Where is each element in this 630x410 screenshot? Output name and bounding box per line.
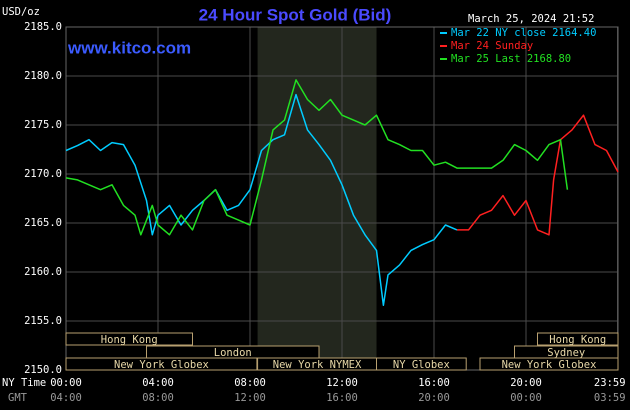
session-label: London xyxy=(214,347,252,359)
x-axis-label: NY Time xyxy=(2,377,46,389)
y-tick-label: 2170.0 xyxy=(24,168,62,180)
x2-tick-label: 12:00 xyxy=(234,392,266,404)
session-label: New York Globex xyxy=(502,359,597,371)
y-tick-label: 2175.0 xyxy=(24,119,62,131)
session-label: Sydney xyxy=(547,347,585,359)
x-tick-label: 23:59 xyxy=(594,377,626,389)
session-label: New York NYMEX xyxy=(273,359,362,371)
x2-axis-label: GMT xyxy=(8,392,28,404)
x2-tick-label: 16:00 xyxy=(326,392,358,404)
y-tick-label: 2165.0 xyxy=(24,217,62,229)
y-tick-label: 2185.0 xyxy=(24,21,62,33)
legend-label: Mar 25 Last 2168.80 xyxy=(451,53,571,65)
session-bar xyxy=(65,332,193,346)
session-shade xyxy=(257,27,377,370)
x-tick-label: 16:00 xyxy=(418,377,450,389)
legend-label: Mar 24 Sunday xyxy=(451,40,533,52)
x2-tick-label: 20:00 xyxy=(418,392,450,404)
session-label: New York Globex xyxy=(114,359,209,371)
chart-title: 24 Hour Spot Gold (Bid) xyxy=(199,5,392,24)
session-bar xyxy=(537,332,619,346)
source-label: www.kitco.com xyxy=(67,38,191,57)
y-tick-label: 2160.0 xyxy=(24,266,62,278)
session-label: Hong Kong xyxy=(101,334,158,346)
x-tick-label: 20:00 xyxy=(510,377,542,389)
session-bar xyxy=(65,357,258,371)
legend-label: Mar 22 NY close 2164.40 xyxy=(451,27,596,39)
series-line xyxy=(65,93,458,307)
y-tick-label: 2155.0 xyxy=(24,315,62,327)
x-tick-label: 12:00 xyxy=(326,377,358,389)
session-bar xyxy=(479,357,619,371)
x2-tick-label: 03:59 xyxy=(594,392,626,404)
x-tick-label: 00:00 xyxy=(50,377,82,389)
session-bar xyxy=(376,357,467,371)
session-label: NY Globex xyxy=(393,359,450,371)
timestamp: March 25, 2024 21:52 xyxy=(468,13,594,25)
y-axis-label: USD/oz xyxy=(2,6,40,18)
x-tick-label: 08:00 xyxy=(234,377,266,389)
series-line xyxy=(65,79,569,236)
x2-tick-label: 04:00 xyxy=(50,392,82,404)
x2-tick-label: 00:00 xyxy=(510,392,542,404)
series-line xyxy=(457,114,619,236)
y-tick-label: 2150.0 xyxy=(24,364,62,376)
x-tick-label: 04:00 xyxy=(142,377,174,389)
session-label: Hong Kong xyxy=(549,334,606,346)
y-tick-label: 2180.0 xyxy=(24,70,62,82)
x2-tick-label: 08:00 xyxy=(142,392,174,404)
